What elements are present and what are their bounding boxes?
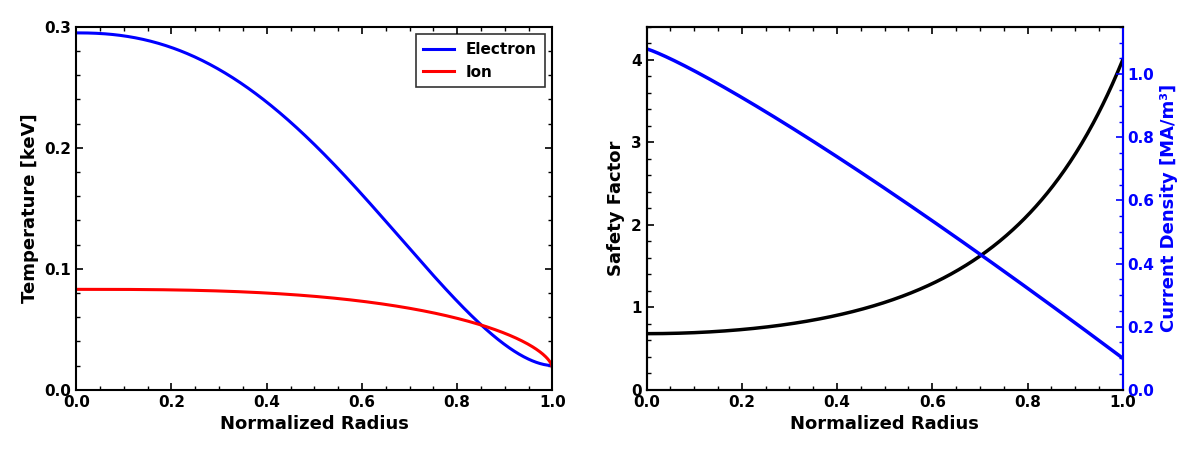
Electron [299,133,313,138]
Ion [546,365,560,371]
Electron [70,30,84,35]
X-axis label: Normalized Radius: Normalized Radius [219,415,409,433]
Line: Electron: Electron [77,33,553,365]
Y-axis label: Current Density [MA/m³]: Current Density [MA/m³] [1161,84,1179,332]
Electron [546,363,560,368]
Electron [534,361,548,366]
Line: Ion: Ion [77,289,553,368]
X-axis label: Normalized Radius: Normalized Radius [790,415,980,433]
Ion [353,298,367,304]
Ion [299,293,313,298]
Electron [353,189,367,195]
Y-axis label: Temperature [keV]: Temperature [keV] [20,114,38,303]
Ion [70,286,84,292]
Legend: Electron, Ion: Electron, Ion [416,35,544,87]
Ion [534,350,548,355]
Ion [295,293,309,298]
Electron [326,162,341,167]
Ion [459,318,474,324]
Electron [459,308,474,314]
Electron [295,130,309,136]
Ion [326,296,341,301]
Y-axis label: Safety Factor: Safety Factor [608,141,626,276]
